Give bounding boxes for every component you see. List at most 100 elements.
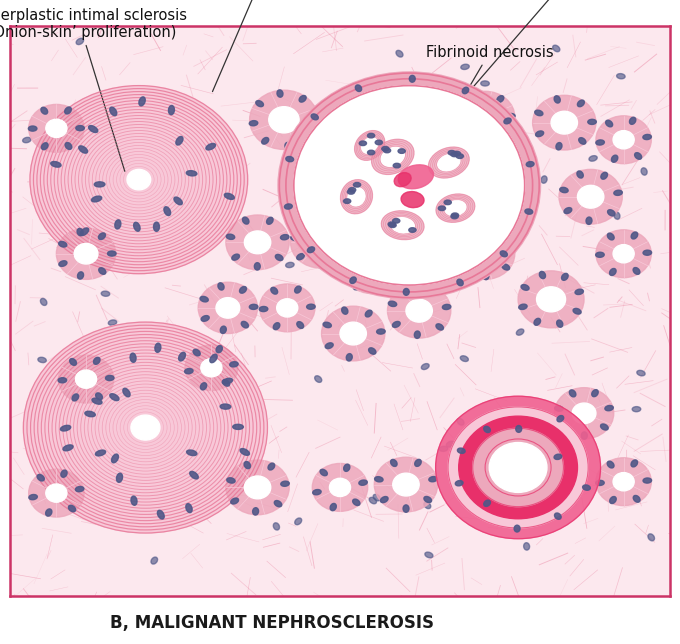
Ellipse shape xyxy=(356,85,362,91)
Ellipse shape xyxy=(458,106,466,111)
Ellipse shape xyxy=(294,518,302,525)
Ellipse shape xyxy=(461,64,469,70)
Ellipse shape xyxy=(256,100,263,107)
Ellipse shape xyxy=(376,287,382,294)
Ellipse shape xyxy=(271,287,277,294)
Ellipse shape xyxy=(176,137,183,145)
Ellipse shape xyxy=(347,187,365,206)
Circle shape xyxy=(596,116,651,164)
Ellipse shape xyxy=(422,364,429,370)
Circle shape xyxy=(46,119,67,137)
Circle shape xyxy=(277,299,298,317)
Ellipse shape xyxy=(381,146,389,151)
Circle shape xyxy=(613,473,634,491)
Ellipse shape xyxy=(206,144,216,150)
Ellipse shape xyxy=(347,138,353,146)
Circle shape xyxy=(473,243,497,264)
Ellipse shape xyxy=(341,307,348,314)
Ellipse shape xyxy=(340,268,348,273)
Ellipse shape xyxy=(95,182,105,187)
Ellipse shape xyxy=(534,318,541,325)
Circle shape xyxy=(260,284,315,332)
Ellipse shape xyxy=(401,191,424,207)
Circle shape xyxy=(456,91,515,142)
Ellipse shape xyxy=(436,194,475,222)
Circle shape xyxy=(294,86,525,285)
Ellipse shape xyxy=(554,513,561,519)
Ellipse shape xyxy=(371,139,414,175)
Ellipse shape xyxy=(375,477,383,482)
Ellipse shape xyxy=(69,359,76,365)
Circle shape xyxy=(244,231,271,254)
Ellipse shape xyxy=(41,108,48,114)
Ellipse shape xyxy=(457,279,463,286)
Ellipse shape xyxy=(643,135,651,140)
Ellipse shape xyxy=(451,214,458,219)
Ellipse shape xyxy=(139,97,146,106)
Ellipse shape xyxy=(328,218,334,225)
Ellipse shape xyxy=(250,305,258,309)
Ellipse shape xyxy=(631,460,638,467)
Ellipse shape xyxy=(391,217,414,233)
Circle shape xyxy=(250,90,318,149)
Ellipse shape xyxy=(607,210,615,216)
Ellipse shape xyxy=(307,247,315,252)
Ellipse shape xyxy=(632,406,641,412)
Circle shape xyxy=(388,283,451,338)
Ellipse shape xyxy=(452,213,458,218)
Ellipse shape xyxy=(131,496,137,506)
Ellipse shape xyxy=(600,424,608,430)
Ellipse shape xyxy=(154,222,159,231)
Ellipse shape xyxy=(409,75,415,82)
Ellipse shape xyxy=(470,231,477,238)
Ellipse shape xyxy=(305,133,312,139)
Circle shape xyxy=(322,306,385,361)
Ellipse shape xyxy=(634,153,642,159)
Ellipse shape xyxy=(460,477,468,482)
Ellipse shape xyxy=(507,451,515,457)
Ellipse shape xyxy=(596,252,605,258)
Ellipse shape xyxy=(377,329,385,334)
Ellipse shape xyxy=(341,234,350,240)
Ellipse shape xyxy=(462,265,469,271)
Circle shape xyxy=(577,185,604,208)
Ellipse shape xyxy=(641,168,647,175)
Circle shape xyxy=(278,72,541,299)
Circle shape xyxy=(185,345,238,390)
Ellipse shape xyxy=(475,92,481,99)
Ellipse shape xyxy=(607,461,614,468)
Ellipse shape xyxy=(239,287,246,293)
Circle shape xyxy=(338,109,362,130)
Ellipse shape xyxy=(65,142,72,149)
Ellipse shape xyxy=(439,206,445,211)
Circle shape xyxy=(74,243,98,264)
Ellipse shape xyxy=(451,152,458,156)
Ellipse shape xyxy=(562,273,568,280)
Ellipse shape xyxy=(350,186,358,192)
Ellipse shape xyxy=(569,390,576,397)
Ellipse shape xyxy=(354,283,360,290)
Ellipse shape xyxy=(175,396,183,401)
Ellipse shape xyxy=(586,217,592,224)
Circle shape xyxy=(374,457,438,512)
Circle shape xyxy=(269,107,299,133)
Circle shape xyxy=(340,236,406,294)
Ellipse shape xyxy=(579,138,586,144)
Ellipse shape xyxy=(617,73,625,79)
Ellipse shape xyxy=(500,251,507,257)
Ellipse shape xyxy=(566,126,574,132)
Ellipse shape xyxy=(220,404,231,409)
Ellipse shape xyxy=(398,165,433,189)
Ellipse shape xyxy=(46,509,52,516)
Ellipse shape xyxy=(63,445,73,451)
Ellipse shape xyxy=(335,97,342,103)
Ellipse shape xyxy=(425,552,433,558)
Ellipse shape xyxy=(381,211,424,240)
Circle shape xyxy=(23,322,267,533)
Ellipse shape xyxy=(151,557,158,564)
Ellipse shape xyxy=(428,147,469,178)
Ellipse shape xyxy=(240,449,250,455)
Ellipse shape xyxy=(373,495,380,501)
Ellipse shape xyxy=(164,207,171,216)
Circle shape xyxy=(29,104,84,152)
